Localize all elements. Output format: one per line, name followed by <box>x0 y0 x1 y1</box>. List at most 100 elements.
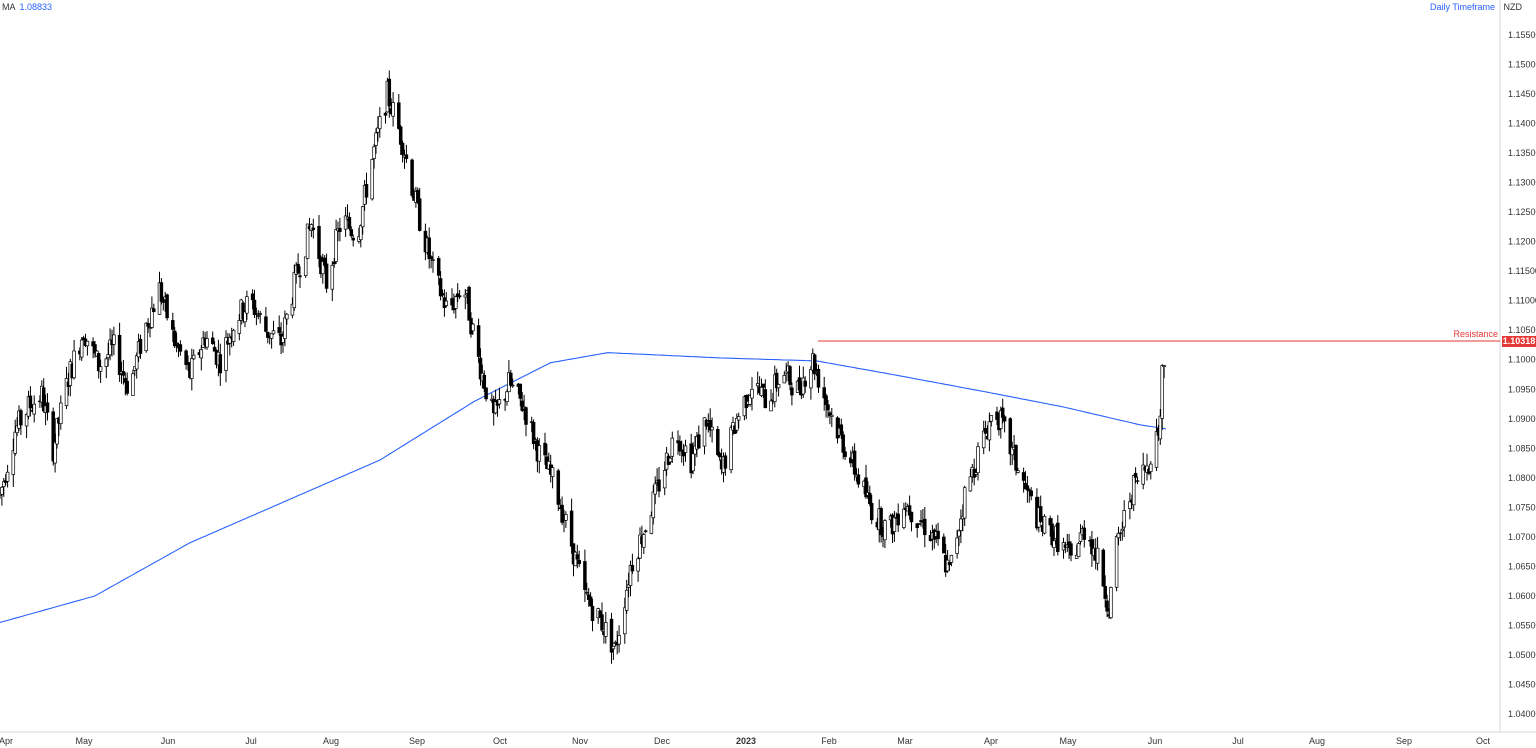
candle <box>454 295 458 319</box>
candle-body <box>923 518 927 536</box>
candle <box>0 486 4 506</box>
candle-body <box>611 646 616 650</box>
candle <box>171 312 175 342</box>
x-tick-label: Jun <box>1148 736 1163 746</box>
candle <box>812 353 817 381</box>
candle <box>983 420 988 435</box>
candle <box>981 420 986 455</box>
candle-body <box>11 450 16 475</box>
candle <box>638 527 642 559</box>
candle-body <box>505 391 509 402</box>
candle <box>949 554 954 567</box>
candle <box>79 337 84 361</box>
candle-body <box>643 530 648 532</box>
candle-body <box>134 355 139 370</box>
y-tick-label: 1.08000 <box>1508 473 1536 483</box>
candle-body <box>387 78 392 107</box>
candle-body <box>334 229 338 262</box>
candle <box>1029 487 1033 501</box>
candle-body <box>305 223 310 259</box>
candle-body <box>736 416 741 421</box>
candle <box>995 406 999 426</box>
candle <box>670 431 675 463</box>
candle <box>1082 520 1087 548</box>
candle-body <box>830 414 834 417</box>
candle-body <box>218 354 223 374</box>
candle <box>683 439 688 462</box>
candle-body <box>1002 416 1007 422</box>
candle <box>531 419 536 450</box>
candle <box>338 217 342 242</box>
candle <box>59 395 63 430</box>
candle-body <box>959 518 963 531</box>
candle <box>543 432 547 465</box>
candle-body <box>252 299 257 316</box>
candle-body <box>258 313 262 315</box>
candle-body <box>883 520 887 541</box>
candle <box>769 389 773 412</box>
candle-body <box>983 427 988 434</box>
candle <box>210 331 215 345</box>
candle <box>134 352 139 379</box>
candle-body <box>264 316 268 332</box>
candle <box>947 561 952 571</box>
candle-body <box>266 331 270 338</box>
candle <box>790 382 794 406</box>
candle <box>917 523 921 526</box>
resistance-price-tag[interactable]: 1.10318 <box>1502 335 1536 347</box>
candle-body <box>623 607 627 635</box>
candle <box>256 310 261 320</box>
candle-body <box>509 372 513 386</box>
candle-body <box>1021 472 1026 481</box>
candle <box>436 256 441 286</box>
candle <box>117 322 122 382</box>
candle-body <box>1082 527 1087 540</box>
candle <box>533 437 538 451</box>
candle-body <box>199 349 204 359</box>
candle-body <box>1025 485 1030 491</box>
candle <box>191 349 196 360</box>
candle-body <box>138 338 143 354</box>
candle <box>976 442 980 481</box>
candle <box>968 468 973 492</box>
ma-legend[interactable]: MA 1.08833 <box>2 2 52 12</box>
candle <box>797 365 802 395</box>
candle-body <box>879 508 883 536</box>
time-axis[interactable]: Apr May Jun Jul Aug Sep Oct Nov Dec 2023 Feb Mar Apr… <box>0 736 1490 746</box>
candle-body <box>816 368 821 388</box>
candle <box>431 251 435 273</box>
candle-body <box>683 445 688 453</box>
candle-body <box>165 294 169 319</box>
candle <box>324 253 329 293</box>
candle-body <box>947 562 952 566</box>
candle-body <box>537 445 542 462</box>
candle-body <box>1042 515 1047 534</box>
candle-body <box>271 330 276 335</box>
candle <box>416 187 420 205</box>
candle-body <box>431 259 435 261</box>
candle <box>1141 452 1145 490</box>
candle-body <box>936 530 940 540</box>
candle-body <box>429 256 433 260</box>
x-tick-label: Jul <box>245 736 257 746</box>
candle-body <box>85 340 90 347</box>
x-tick-label: May <box>75 736 93 746</box>
candle <box>883 519 887 548</box>
candle-body <box>909 511 914 523</box>
price-axis[interactable]: 1.15500 1.15000 1.14500 1.14000 1.13500 1.130… <box>1508 30 1536 719</box>
candle-body <box>397 102 401 129</box>
candle-body <box>24 413 29 427</box>
candle-body <box>604 622 608 637</box>
candle-body <box>19 410 23 426</box>
candle-body <box>1074 555 1079 559</box>
candle <box>322 255 327 268</box>
candle-body <box>590 605 595 622</box>
candle <box>630 553 635 575</box>
candle <box>497 387 502 409</box>
candle <box>283 310 287 347</box>
x-tick-label: Apr <box>984 736 998 746</box>
candle-body <box>436 258 441 276</box>
candle-body <box>360 206 365 228</box>
candle <box>28 386 33 417</box>
